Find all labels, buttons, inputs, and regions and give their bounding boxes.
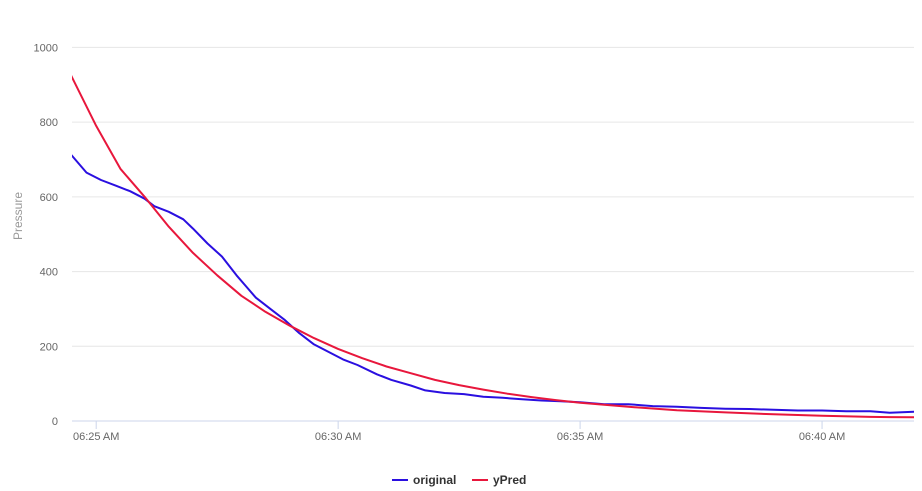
y-axis-title: Pressure bbox=[11, 192, 25, 240]
legend-label-ypred: yPred bbox=[493, 473, 526, 487]
legend: original yPred bbox=[392, 473, 526, 487]
y-tick-label: 400 bbox=[40, 267, 58, 279]
series-line-ypred bbox=[72, 74, 914, 419]
y-tick-label: 200 bbox=[40, 341, 58, 353]
y-tick-label: 0 bbox=[52, 416, 58, 428]
series-line-original bbox=[72, 154, 914, 414]
x-tick-label: 06:35 AM bbox=[557, 431, 603, 443]
x-tick-label: 06:40 AM bbox=[799, 431, 845, 443]
x-tick-label: 06:25 AM bbox=[73, 431, 119, 443]
axes: 0 200 400 600 800 1000 06:25 AM 06:30 AM 06:35 A… bbox=[34, 42, 914, 443]
y-tick-label: 800 bbox=[40, 117, 58, 129]
y-tick-label: 1000 bbox=[34, 42, 58, 54]
x-tick-label: 06:30 AM bbox=[315, 431, 361, 443]
legend-label-original: original bbox=[413, 473, 456, 487]
y-tick-label: 600 bbox=[40, 192, 58, 204]
series-lines bbox=[72, 74, 914, 419]
